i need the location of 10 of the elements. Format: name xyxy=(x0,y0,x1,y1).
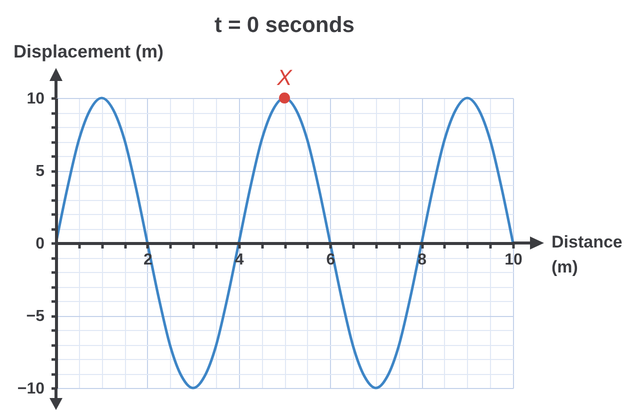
x-tick-label: 10 xyxy=(504,252,522,268)
y-axis-title: Displacement (m) xyxy=(14,42,164,62)
y-tick-label: −10 xyxy=(17,380,45,398)
y-tick-label: −5 xyxy=(26,308,45,325)
y-tick-label: 10 xyxy=(26,90,45,108)
x-axis-title: Distance (m) xyxy=(552,232,622,276)
y-tick-label: 0 xyxy=(36,236,45,252)
y-tick-label: 5 xyxy=(36,163,45,180)
chart-title: t = 0 seconds xyxy=(214,12,355,37)
annotation: X xyxy=(276,65,294,90)
